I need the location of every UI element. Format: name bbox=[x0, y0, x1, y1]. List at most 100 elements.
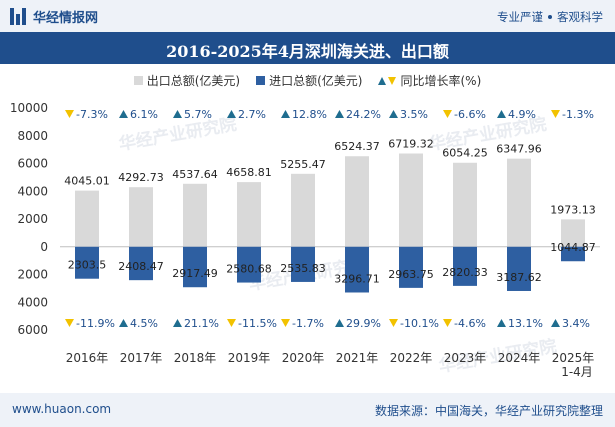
bar-export bbox=[507, 158, 531, 247]
export-value-label: 6054.25 bbox=[442, 147, 488, 160]
export-growth-triangle-down-icon bbox=[443, 110, 452, 118]
export-value-label: 5255.47 bbox=[280, 158, 326, 171]
export-growth-triangle-down-icon bbox=[65, 110, 74, 118]
bar-export bbox=[399, 153, 423, 247]
x-tick-label: 2024年 bbox=[498, 351, 541, 365]
slogan: 专业严谨 客观科学 bbox=[497, 9, 603, 25]
bar-export bbox=[129, 187, 153, 247]
export-growth-triangle-up-icon bbox=[389, 110, 398, 118]
triangle-up-icon bbox=[378, 76, 387, 85]
export-value-label: 1973.13 bbox=[550, 203, 596, 216]
export-value-label: 4658.81 bbox=[226, 166, 272, 179]
bar-export bbox=[345, 156, 369, 247]
y-tick-label: 4000 bbox=[17, 295, 48, 309]
bar-import bbox=[75, 246, 99, 279]
bar-import bbox=[507, 246, 531, 291]
y-tick-label: 8000 bbox=[17, 129, 48, 143]
bar-import bbox=[453, 246, 477, 286]
legend-swatch-export bbox=[133, 76, 143, 85]
legend-label-import: 进口总额(亿美元) bbox=[269, 74, 363, 88]
import-growth-label: 3.4% bbox=[562, 317, 590, 330]
brand: 华经情报网 bbox=[10, 7, 98, 26]
bar-import bbox=[129, 246, 153, 281]
legend-item-export: 出口总额(亿美元) bbox=[133, 72, 240, 89]
footer-url[interactable]: www.huaon.com bbox=[12, 402, 112, 416]
import-value-label: 2917.49 bbox=[172, 267, 218, 280]
x-tick-label: 2017年 bbox=[120, 351, 163, 365]
export-growth-triangle-up-icon bbox=[119, 110, 128, 118]
chart-title: 2016-2025年4月深圳海关进、出口额 bbox=[166, 42, 449, 61]
import-growth-triangle-down-icon bbox=[281, 319, 290, 327]
bar-import bbox=[183, 246, 207, 288]
export-value-label: 6524.37 bbox=[334, 140, 380, 153]
bar-export bbox=[453, 162, 477, 247]
slogan-left: 专业严谨 bbox=[497, 10, 543, 24]
export-growth-label: -7.3% bbox=[76, 108, 108, 121]
bar-import bbox=[291, 246, 315, 282]
y-tick-label: 0 bbox=[40, 240, 48, 254]
import-value-label: 1044.87 bbox=[550, 241, 596, 254]
legend-item-rate: 同比增长率(%) bbox=[378, 72, 481, 89]
x-tick-label: 2021年 bbox=[336, 351, 379, 365]
export-growth-triangle-up-icon bbox=[335, 110, 344, 118]
import-growth-triangle-down-icon bbox=[227, 319, 236, 327]
import-growth-triangle-up-icon bbox=[173, 319, 182, 327]
x-tick-label: 2022年 bbox=[390, 351, 433, 365]
x-tick-label: 2019年 bbox=[228, 351, 271, 365]
y-tick-label: 10000 bbox=[10, 101, 48, 115]
footer: www.huaon.com 数据来源：中国海关，华经产业研究院整理 bbox=[0, 393, 615, 427]
bar-export bbox=[561, 219, 585, 247]
legend-rate-icon bbox=[378, 76, 397, 85]
import-value-label: 3187.62 bbox=[496, 271, 542, 284]
import-growth-triangle-down-icon bbox=[443, 319, 452, 327]
import-growth-label: -11.9% bbox=[76, 317, 115, 330]
import-growth-triangle-up-icon bbox=[119, 319, 128, 327]
export-growth-label: 3.5% bbox=[400, 108, 428, 121]
import-value-label: 2963.75 bbox=[388, 268, 434, 281]
x-tick-label: 2018年 bbox=[174, 351, 217, 365]
bar-import bbox=[561, 246, 585, 262]
import-growth-triangle-down-icon bbox=[65, 319, 74, 327]
x-tick-label: 2025年 bbox=[552, 351, 595, 365]
brand-name: 华经情报网 bbox=[33, 11, 99, 26]
import-growth-label: -4.6% bbox=[454, 317, 486, 330]
export-growth-triangle-up-icon bbox=[173, 110, 182, 118]
brand-logo-icon bbox=[10, 8, 27, 25]
bar-export bbox=[75, 190, 99, 247]
y-tick-label: 6000 bbox=[17, 157, 48, 171]
export-value-label: 6719.32 bbox=[388, 138, 434, 151]
legend-label-rate: 同比增长率(%) bbox=[400, 74, 482, 88]
y-tick-label: 2000 bbox=[17, 212, 48, 226]
export-growth-triangle-up-icon bbox=[227, 110, 236, 118]
top-bar: 华经情报网 专业严谨 客观科学 bbox=[0, 0, 615, 32]
slogan-right: 客观科学 bbox=[557, 10, 603, 24]
legend-item-import: 进口总额(亿美元) bbox=[256, 72, 362, 89]
export-growth-label: 12.8% bbox=[292, 108, 327, 121]
export-growth-label: 5.7% bbox=[184, 108, 212, 121]
export-growth-label: -6.6% bbox=[454, 108, 486, 121]
export-value-label: 4045.01 bbox=[64, 175, 110, 188]
bar-export bbox=[183, 183, 207, 247]
import-value-label: 2580.68 bbox=[226, 263, 272, 276]
import-growth-label: -1.7% bbox=[292, 317, 324, 330]
bar-import bbox=[345, 246, 369, 293]
legend: 出口总额(亿美元) 进口总额(亿美元) 同比增长率(%) bbox=[0, 72, 615, 89]
x-tick-label: 2016年 bbox=[66, 351, 109, 365]
bar-import bbox=[237, 246, 261, 283]
export-growth-label: -1.3% bbox=[562, 108, 594, 121]
chart-plot: 华经产业研究院华经产业研究院华经产业研究院华经产业研究院100008000600… bbox=[10, 101, 600, 379]
import-growth-triangle-down-icon bbox=[389, 319, 398, 327]
import-growth-label: 13.1% bbox=[508, 317, 543, 330]
import-value-label: 2535.83 bbox=[280, 262, 326, 275]
export-growth-triangle-down-icon bbox=[551, 110, 560, 118]
export-value-label: 4292.73 bbox=[118, 171, 164, 184]
triangle-down-icon bbox=[388, 76, 397, 85]
export-growth-label: 24.2% bbox=[346, 108, 381, 121]
import-growth-triangle-up-icon bbox=[335, 319, 344, 327]
import-value-label: 3296.71 bbox=[334, 272, 380, 285]
import-growth-label: 21.1% bbox=[184, 317, 219, 330]
import-value-label: 2820.33 bbox=[442, 266, 488, 279]
export-value-label: 6347.96 bbox=[496, 143, 542, 156]
import-growth-label: -10.1% bbox=[400, 317, 439, 330]
export-value-label: 4537.64 bbox=[172, 168, 218, 181]
